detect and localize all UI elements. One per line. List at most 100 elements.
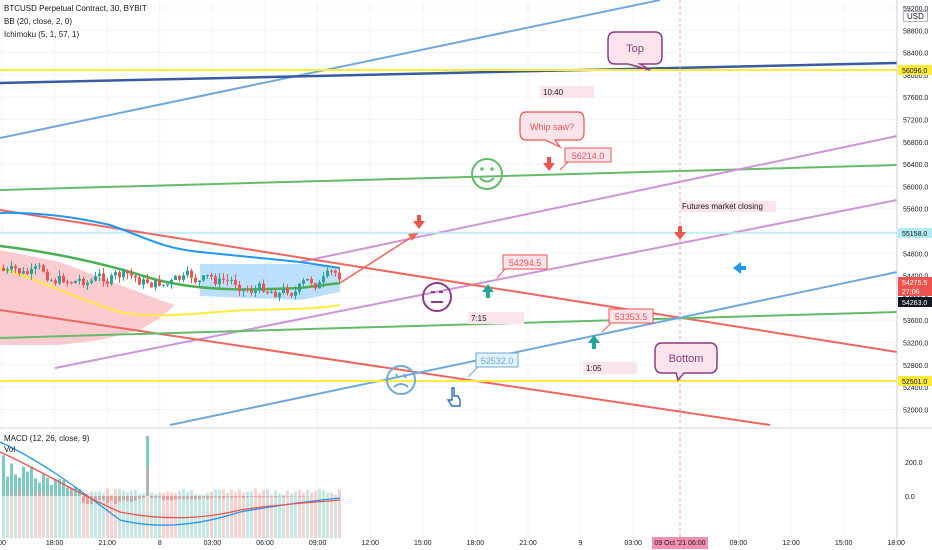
candle-body [254,290,257,293]
candle-body [210,274,213,277]
price-tick-label: 58800.0 [903,28,928,35]
volume-bar [138,493,141,538]
time-axis[interactable]: 00 18:00 21:00 8 03:00 06:00 09:00 12:00 15:00 18… [0,537,905,549]
price-tick-label: 52400.0 [903,385,928,392]
time-tick-label: 18:00 [467,540,485,547]
volume-bar [326,492,329,538]
candle-body [94,276,97,281]
volume-bar [118,488,121,538]
volume-bar [174,493,177,538]
price-label: 56096.0 [902,68,927,75]
price-tick-label: 53200.0 [903,341,928,348]
candle-body [198,280,201,283]
candle-body [218,278,221,285]
volume-bar [338,489,341,538]
candle-body [310,278,313,284]
macd-histogram-bar [138,496,141,500]
macd-histogram-bar [238,496,241,497]
volume-bar [34,491,37,538]
crosshair-time-bg [652,537,708,549]
macd-histogram-bar [254,496,257,498]
candle-body [106,281,109,284]
volume-bar [166,491,169,538]
price-callout-53353 [608,308,654,324]
price-axis[interactable]: 59200.0 58800.0 58400.0 58000.0 57600.0 57200… [898,6,932,414]
volume-bar [214,489,217,538]
down-arrow-icon [413,215,425,229]
macd-histogram-bar [162,496,165,500]
volume-bar [66,494,69,538]
macd-histogram-bar [274,496,277,498]
macd-histogram-bar [34,478,37,496]
volume-bar [318,488,321,538]
macd-histogram-bar [70,487,73,496]
ichimoku-legend: Ichimoku (5, 1, 57, 1) [4,30,80,39]
macd-histogram-bar [134,496,137,501]
price-callout-54294 [502,254,548,270]
candle-body [102,273,105,282]
macd-histogram-bar [66,487,69,496]
candle-body [302,280,305,284]
candle-body [338,272,341,280]
price-tick-label: 52800.0 [903,363,928,370]
left-arrow-icon [733,262,746,274]
volume-bar [2,489,5,538]
macd-histogram-bar [222,496,225,499]
volume-bar [182,489,185,538]
red-lower-trendline [0,309,771,426]
time-tick-label: 15:00 [835,540,853,547]
bb-upper-line [0,211,341,269]
candle-body [330,270,333,272]
macd-histogram-bar [22,466,25,496]
candle-body [290,293,293,296]
macd-histogram-bar [14,474,17,496]
volume-bar [90,491,93,538]
macd-histogram-bar [18,477,21,496]
volume-bar [26,493,29,538]
candle-body [130,273,133,276]
price-tick-label: 56000.0 [903,184,928,191]
candle-body [246,289,249,291]
volume-bar [82,493,85,538]
volume-bar [334,494,337,538]
macd-histogram-bar [46,477,49,496]
candle-body [266,291,269,294]
macd-histogram-bar [106,496,109,504]
macd-tick-label: 200.0 [905,460,923,467]
candle-body [222,278,225,280]
candle-body [74,280,77,284]
time-tick-label: 03:00 [624,540,642,547]
candle-body [322,276,325,283]
bb-band-fill [200,264,340,300]
price-tick-label: 53600.0 [903,318,928,325]
price-tick-label: 56400.0 [903,162,928,169]
time-tick-label: 12:00 [361,540,379,547]
kumo-cloud [0,250,175,345]
macd-histogram-bar [234,496,237,498]
volume-bar [106,488,109,538]
candle-body [62,275,65,282]
time-tick-label: 8 [158,540,162,547]
candle-body [126,270,129,274]
price-label-bg [898,297,932,307]
symbol-legend: BTCUSD Perpetual Contract, 30, BYBIT [4,4,147,13]
price-callout-53353-text: 53353.5 [615,312,648,322]
macd-histogram-bar [54,478,57,496]
price-callout-52532-text: 52532.0 [481,356,514,366]
volume-bar [10,490,13,538]
macd-histogram-bar [242,496,245,499]
candle-body [38,265,41,267]
volume-bar [50,492,53,538]
futures-label-bg [680,201,776,212]
macd-histogram-bar [30,466,33,496]
macd-histogram-bar [302,496,305,497]
macd-histogram-bar [174,496,177,500]
trend-lines [0,0,898,538]
candle-body [318,282,321,289]
macd-histogram-bar [50,484,53,496]
candle-body [226,279,229,281]
macd-histogram-bar [250,496,253,498]
candle-body [294,291,297,296]
volume-bar [274,490,277,538]
